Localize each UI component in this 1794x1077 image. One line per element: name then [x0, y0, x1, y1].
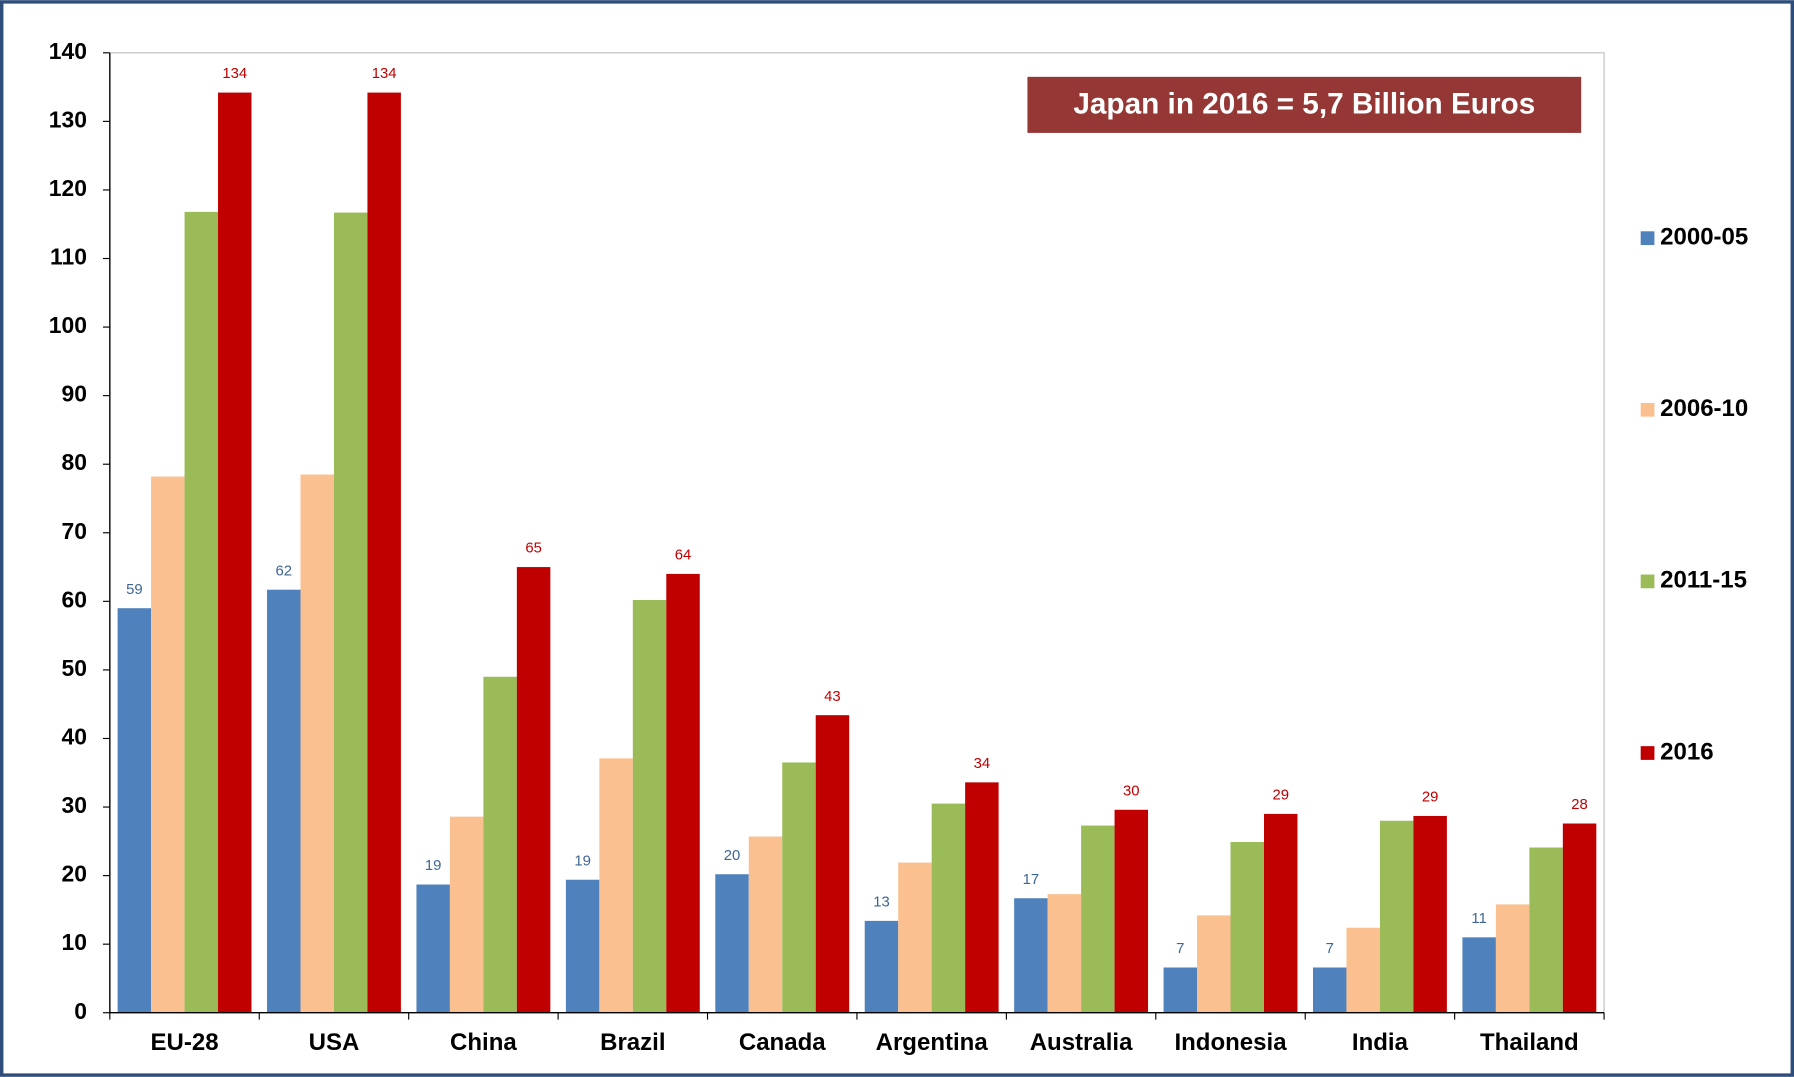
y-tick-label: 30 [62, 792, 87, 818]
bar [184, 211, 219, 1013]
data-label: 34 [974, 756, 991, 772]
bar [1230, 842, 1264, 1013]
y-tick-label: 70 [62, 518, 87, 544]
x-tick-label: India [1352, 1029, 1409, 1056]
y-tick-label: 100 [49, 312, 87, 338]
y-tick-label: 10 [62, 929, 87, 955]
y-tick-label: 0 [74, 998, 87, 1024]
data-label: 7 [1176, 941, 1184, 957]
data-label: 64 [675, 548, 692, 564]
y-tick-label: 110 [50, 244, 87, 270]
legend-label: 2006-10 [1660, 395, 1748, 422]
bar [782, 762, 816, 1013]
bar [965, 782, 999, 1013]
x-tick-label: Thailand [1480, 1029, 1579, 1056]
x-tick-label: Brazil [600, 1029, 665, 1056]
y-tick-label: 80 [62, 449, 87, 475]
x-tick-label: Australia [1030, 1029, 1133, 1056]
x-tick-label: Argentina [876, 1029, 989, 1056]
bar [666, 573, 700, 1013]
bar [1197, 915, 1231, 1013]
x-tick-label: Indonesia [1174, 1029, 1287, 1056]
data-label: 13 [873, 894, 890, 910]
y-tick-label: 130 [49, 106, 87, 132]
y-tick-label: 90 [62, 381, 87, 407]
data-label: 17 [1023, 872, 1040, 888]
bar [1413, 815, 1447, 1013]
y-tick-label: 50 [62, 655, 87, 681]
x-tick-label: Canada [739, 1029, 826, 1056]
bar [416, 884, 450, 1013]
bar [1529, 847, 1563, 1013]
bar [516, 567, 551, 1013]
bar [1346, 927, 1380, 1013]
bar [151, 476, 185, 1013]
bar [1462, 937, 1496, 1013]
bar [117, 608, 152, 1013]
bar [1312, 967, 1347, 1013]
data-label: 65 [525, 541, 542, 557]
bar [267, 589, 301, 1013]
bar [300, 474, 334, 1013]
bar [1014, 898, 1048, 1013]
bar [632, 599, 667, 1013]
bar [449, 816, 484, 1013]
y-tick-label: 140 [49, 38, 87, 64]
x-tick-label: EU-28 [151, 1029, 219, 1056]
legend-label: 2011-15 [1660, 567, 1747, 594]
data-label: 59 [126, 582, 143, 598]
data-label: 62 [276, 563, 293, 579]
data-label: 19 [425, 858, 442, 874]
bar [1379, 820, 1414, 1013]
bar [1163, 967, 1198, 1013]
annotation-box [1027, 76, 1582, 133]
bar [333, 212, 368, 1013]
bar [815, 715, 850, 1013]
bar [218, 92, 252, 1013]
bar [599, 758, 633, 1013]
bar [931, 803, 966, 1013]
legend-label: 2016 [1660, 738, 1713, 765]
bar [1081, 825, 1115, 1013]
y-tick-label: 20 [62, 861, 87, 887]
bar [715, 874, 749, 1013]
bar [1263, 813, 1298, 1013]
data-label: 29 [1422, 790, 1439, 806]
data-label: 30 [1123, 783, 1140, 799]
data-label: 134 [372, 66, 397, 82]
bar [898, 862, 932, 1013]
bar [864, 920, 899, 1013]
bar [367, 92, 401, 1013]
x-tick-label: China [450, 1029, 517, 1056]
y-tick-label: 60 [62, 586, 87, 612]
data-label: 20 [724, 848, 741, 864]
bar [1114, 809, 1149, 1013]
legend-swatch [1640, 231, 1655, 246]
bar [483, 676, 517, 1013]
y-tick-label: 40 [62, 724, 87, 750]
bar [1047, 894, 1082, 1013]
y-tick-label: 120 [49, 175, 87, 201]
data-label: 11 [1471, 911, 1486, 927]
data-label: 19 [574, 853, 591, 869]
bar [1495, 904, 1530, 1013]
data-label: 43 [824, 689, 841, 705]
bar [1562, 823, 1597, 1013]
legend-swatch [1640, 746, 1655, 760]
data-label: 28 [1571, 797, 1588, 813]
data-label: 29 [1272, 788, 1289, 804]
annotation: Japan in 2016 = 5,7 Billion Euros [1073, 87, 1535, 120]
legend-swatch [1640, 402, 1655, 417]
legend-label: 2000-05 [1660, 224, 1748, 251]
x-tick-label: USA [309, 1029, 360, 1056]
bar [748, 836, 783, 1013]
bar [565, 879, 600, 1013]
data-label: 7 [1326, 941, 1334, 957]
data-label: 134 [222, 66, 247, 82]
legend-swatch [1640, 574, 1655, 589]
